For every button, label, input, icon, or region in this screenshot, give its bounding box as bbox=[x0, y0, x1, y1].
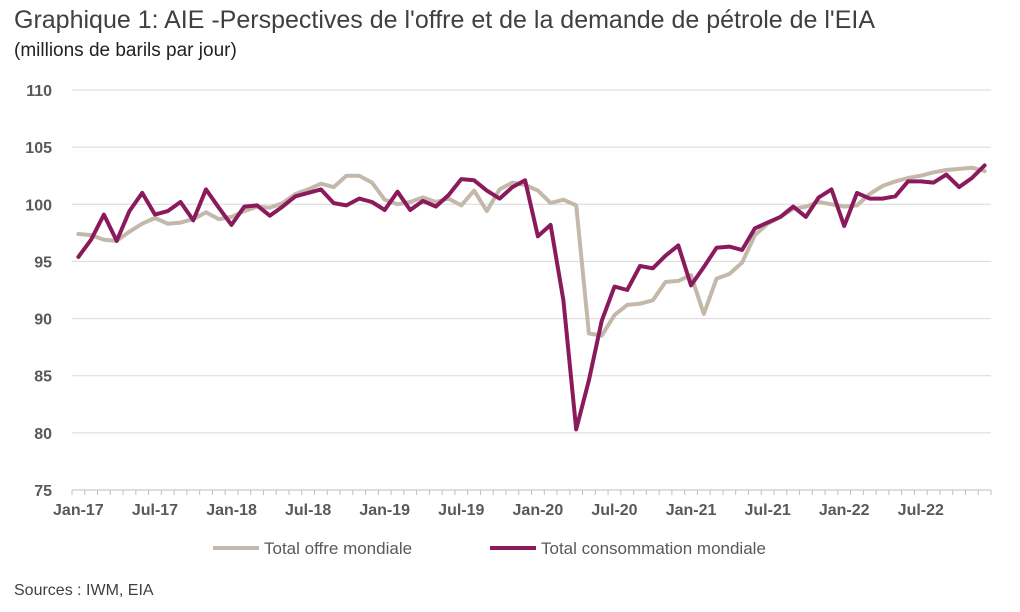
y-tick-label: 90 bbox=[34, 312, 52, 329]
y-tick-label: 100 bbox=[25, 197, 52, 214]
legend: Total offre mondiale Total consommation … bbox=[213, 539, 766, 558]
y-tick-label: 85 bbox=[34, 369, 52, 386]
x-tick-label: Jan-17 bbox=[53, 502, 104, 519]
legend-label-demand: Total consommation mondiale bbox=[541, 539, 766, 558]
x-tick-label: Jul-21 bbox=[745, 502, 791, 519]
series-line-demand bbox=[76, 163, 987, 432]
source-note: Sources : IWM, EIA bbox=[14, 582, 154, 599]
series-line-supply bbox=[76, 165, 987, 338]
x-axis: Jan-17 Jul-17 Jan-18 Jul-18 Jan-19 Jul-19 Jan-… bbox=[53, 489, 992, 519]
grid-lines bbox=[72, 89, 991, 434]
x-tick-label: Jul-19 bbox=[438, 502, 484, 519]
legend-label-supply: Total offre mondiale bbox=[264, 539, 412, 558]
y-tick-label: 75 bbox=[34, 483, 52, 500]
y-tick-label: 110 bbox=[26, 83, 52, 100]
x-tick-label: Jul-20 bbox=[591, 502, 637, 519]
x-tick-label: Jan-21 bbox=[666, 502, 717, 519]
y-tick-label: 80 bbox=[34, 426, 52, 443]
x-tick-label: Jan-19 bbox=[359, 502, 410, 519]
x-tick-label: Jan-22 bbox=[819, 502, 870, 519]
y-axis-ticks: 75 80 85 90 95 100 105 110 bbox=[25, 83, 52, 500]
x-tick-label: Jan-18 bbox=[206, 502, 257, 519]
chart-title: Graphique 1: AIE -Perspectives de l'offr… bbox=[14, 6, 875, 34]
x-tick-label: Jul-18 bbox=[285, 502, 331, 519]
series-lines bbox=[76, 163, 987, 432]
x-tick-label: Jul-22 bbox=[898, 502, 944, 519]
y-tick-label: 95 bbox=[34, 254, 52, 271]
y-tick-label: 105 bbox=[25, 140, 52, 157]
x-tick-label: Jul-17 bbox=[132, 502, 178, 519]
x-tick-label: Jan-20 bbox=[513, 502, 564, 519]
chart-subtitle: (millions de barils par jour) bbox=[14, 40, 237, 61]
